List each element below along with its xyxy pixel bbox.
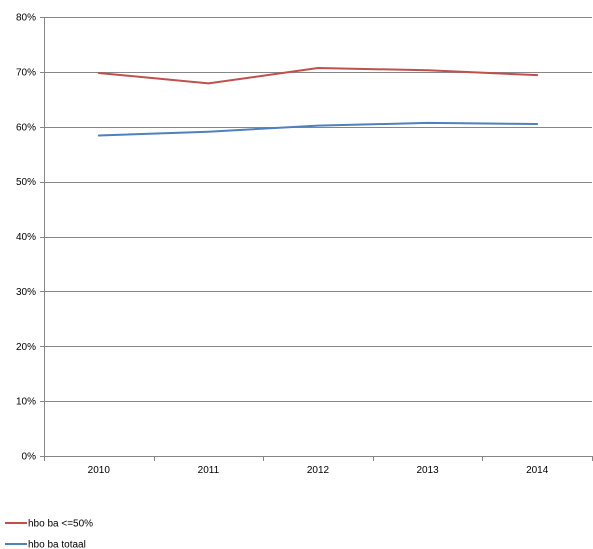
x-tick-labels: 2010 2011 2012 2013 2014 <box>88 465 549 476</box>
y-tick-label: 30% <box>16 287 36 298</box>
gridlines <box>44 17 592 402</box>
y-tick-label: 10% <box>16 397 36 408</box>
y-tick-label: 0% <box>22 452 37 463</box>
y-tick-label: 60% <box>16 122 36 133</box>
axes <box>40 17 593 461</box>
y-tick-label: 80% <box>16 13 36 24</box>
x-tick-label: 2011 <box>198 465 220 476</box>
x-tick-label: 2014 <box>526 465 549 476</box>
x-tick-label: 2010 <box>88 465 111 476</box>
y-tick-labels: 0% 10% 20% 30% 40% 50% 60% 70% 80% <box>16 13 36 463</box>
y-tick-label: 40% <box>16 232 36 243</box>
series-lines <box>97 67 539 137</box>
y-tick-label: 70% <box>16 67 36 78</box>
y-tick-label: 20% <box>16 342 36 353</box>
x-tick-label: 2012 <box>307 465 330 476</box>
series-line-1 <box>97 67 539 85</box>
legend: hbo ba <=50% hbo ba totaal <box>5 519 93 549</box>
y-tick-label: 50% <box>16 177 36 188</box>
x-tick-label: 2013 <box>416 465 439 476</box>
series-line-2 <box>97 121 539 137</box>
legend-label-2: hbo ba totaal <box>28 540 86 549</box>
legend-label-1: hbo ba <=50% <box>28 519 93 530</box>
